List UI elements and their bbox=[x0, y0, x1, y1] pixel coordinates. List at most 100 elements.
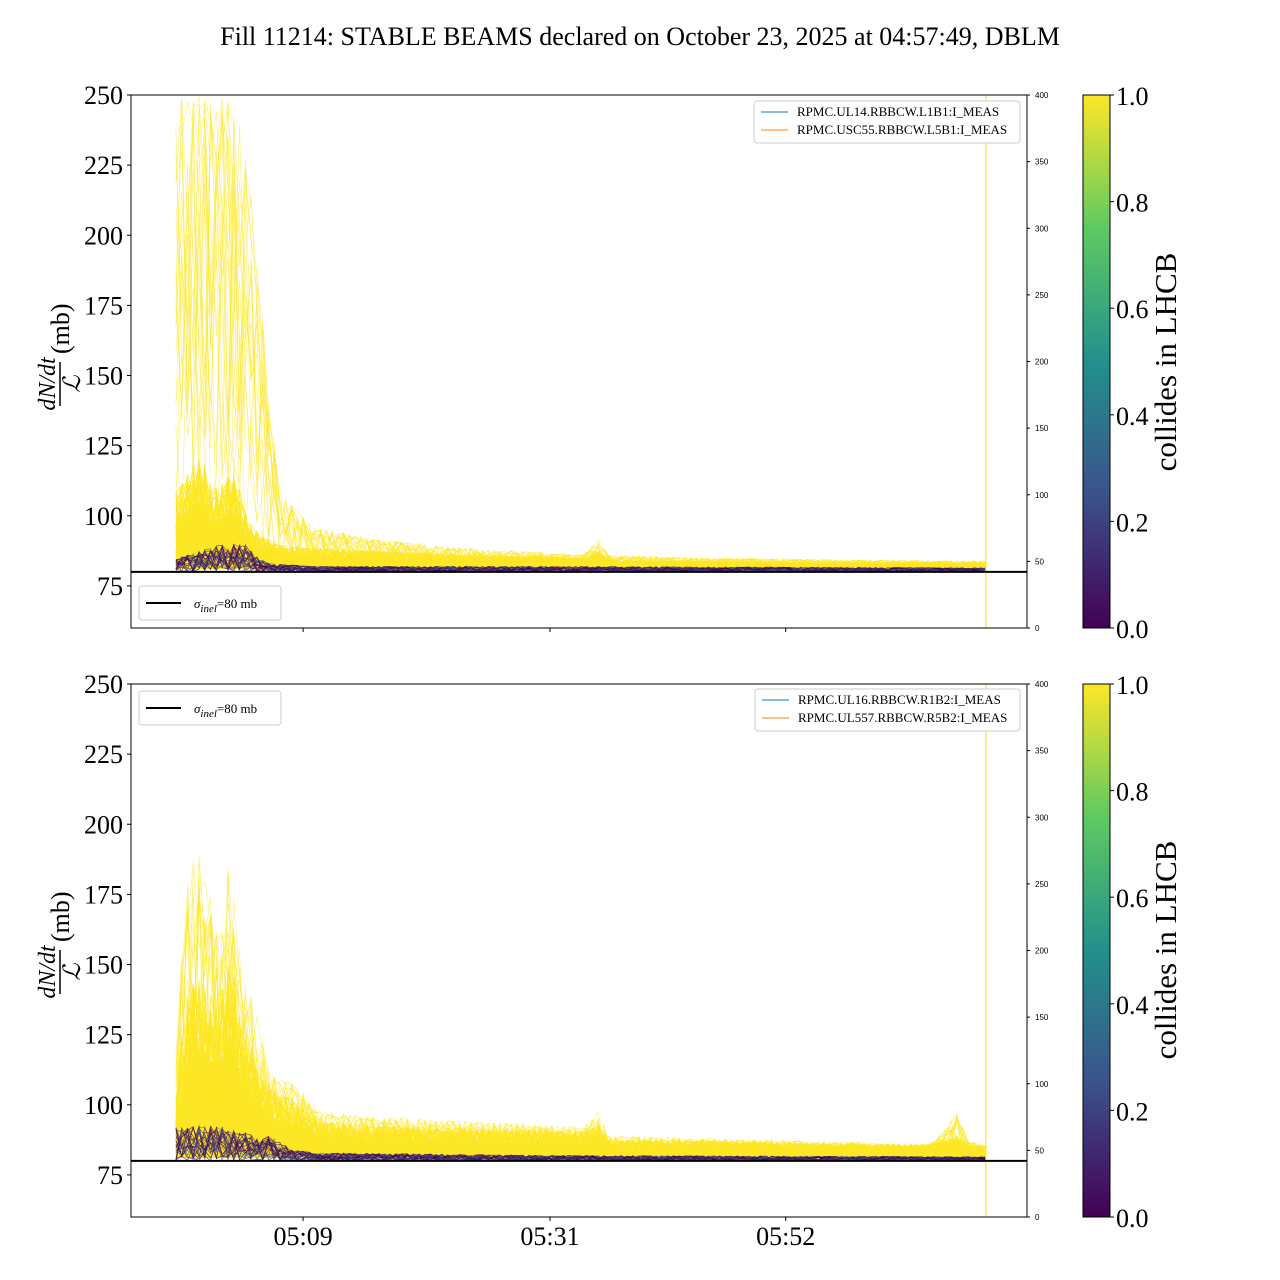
sigma-subscript: inel bbox=[200, 603, 217, 615]
y2-tick-label: 0 bbox=[1035, 1213, 1040, 1222]
noncolliding-trace bbox=[175, 552, 986, 573]
colorbar-tick-label: 0.6 bbox=[1116, 295, 1149, 324]
bottom-y-axis: 75 100 125 150 175 200 225 250 bbox=[84, 670, 131, 1190]
y2-tick-label: 400 bbox=[1035, 91, 1049, 100]
colorbar-gradient bbox=[1082, 94, 1111, 629]
ylabel-unit: (mb) bbox=[46, 303, 75, 354]
colorbar-tick-label: 1.0 bbox=[1116, 671, 1149, 700]
y2-tick-label: 350 bbox=[1035, 747, 1049, 756]
colorbar-tick-label: 0.6 bbox=[1116, 884, 1149, 913]
y2-tick-label: 200 bbox=[1035, 947, 1049, 956]
bottom-current-legend: RPMC.UL16.RBBCW.R1B2:I_MEAS RPMC.UL557.R… bbox=[754, 688, 1021, 732]
colorbar-gradient bbox=[1082, 683, 1111, 1218]
bottom-plot-area bbox=[131, 684, 1027, 1217]
colliding-trace bbox=[175, 95, 986, 568]
colorbar-tick-label: 0.2 bbox=[1116, 508, 1149, 537]
colorbar-ticks: 0.0 0.2 0.4 0.6 0.8 1.0 bbox=[1110, 82, 1149, 644]
colliding-trace bbox=[175, 112, 986, 570]
x-tick-label: 05:09 bbox=[273, 1222, 332, 1251]
bottom-x-axis: 05:09 05:31 05:52 bbox=[273, 1217, 815, 1251]
top-x-axis bbox=[302, 628, 787, 632]
colorbar-tick-label: 0.2 bbox=[1116, 1097, 1149, 1126]
top-y-axis: 75 100 125 150 175 200 225 250 bbox=[84, 81, 131, 601]
y-tick-label: 200 bbox=[84, 221, 123, 250]
colorbar-tick-label: 0.8 bbox=[1116, 778, 1149, 807]
y2-tick-label: 250 bbox=[1035, 291, 1049, 300]
colorbar-tick-label: 0.8 bbox=[1116, 189, 1149, 218]
y-tick-label: 150 bbox=[84, 362, 123, 391]
sigma-legend-text: =80 mb bbox=[217, 701, 257, 716]
y2-tick-label: 300 bbox=[1035, 224, 1049, 233]
colliding-trace bbox=[175, 131, 986, 570]
colliding-trace bbox=[175, 97, 986, 570]
colorbar-label: collides in LHCB bbox=[1148, 253, 1183, 472]
panel-bottom: 75 100 125 150 175 200 225 250 0 50 100 150 200 250 3… bbox=[35, 670, 1049, 1251]
y-tick-label: 175 bbox=[84, 291, 123, 320]
y2-tick-label: 0 bbox=[1035, 624, 1040, 633]
x-tick-label: 05:52 bbox=[756, 1222, 815, 1251]
colliding-trace bbox=[175, 99, 986, 569]
colorbar-tick-label: 0.4 bbox=[1116, 402, 1149, 431]
colliding-trace bbox=[175, 98, 986, 569]
y2-tick-label: 400 bbox=[1035, 680, 1049, 689]
y-tick-label: 250 bbox=[84, 670, 123, 699]
colliding-trace bbox=[175, 103, 986, 569]
ylabel-numerator: dN/dt bbox=[35, 356, 61, 411]
legend-current-2: RPMC.USC55.RBBCW.L5B1:I_MEAS bbox=[797, 122, 1007, 137]
y2-tick-label: 100 bbox=[1035, 491, 1049, 500]
y-tick-label: 150 bbox=[84, 951, 123, 980]
colliding-trace bbox=[175, 893, 987, 1159]
colliding-trace bbox=[175, 116, 987, 570]
y-tick-label: 100 bbox=[84, 502, 123, 531]
panel-top: 75 100 125 150 175 200 225 250 0 50 100 150 200 250 3… bbox=[35, 81, 1049, 633]
colorbar-tick-label: 0.0 bbox=[1116, 615, 1149, 644]
colorbar-top: 0.0 0.2 0.4 0.6 0.8 1.0 collides in LHCB bbox=[1082, 82, 1183, 644]
colliding-trace bbox=[175, 115, 986, 570]
y2-tick-label: 350 bbox=[1035, 158, 1049, 167]
bottom-y-label: dN/dt ℒ (mb) bbox=[35, 891, 86, 998]
colliding-trace bbox=[175, 121, 986, 570]
colorbar-tick-label: 1.0 bbox=[1116, 82, 1149, 111]
sigma-symbol: σ bbox=[194, 701, 201, 716]
y2-tick-label: 150 bbox=[1035, 424, 1049, 433]
y-tick-label: 75 bbox=[97, 572, 123, 601]
y2-tick-label: 300 bbox=[1035, 813, 1049, 822]
colorbar-ticks: 0.0 0.2 0.4 0.6 0.8 1.0 bbox=[1110, 671, 1149, 1233]
noncolliding-trace bbox=[175, 1125, 986, 1162]
colliding-trace bbox=[175, 103, 986, 569]
y-tick-label: 100 bbox=[84, 1091, 123, 1120]
y2-tick-label: 250 bbox=[1035, 880, 1049, 889]
svg-text:σinel=80 mb: σinel=80 mb bbox=[194, 596, 257, 615]
y2-tick-label: 200 bbox=[1035, 358, 1049, 367]
noncolliding-trace bbox=[175, 1131, 986, 1162]
x-tick-label: 05:31 bbox=[520, 1222, 579, 1251]
noncolliding-trace bbox=[175, 1126, 986, 1162]
y2-tick-label: 50 bbox=[1035, 1146, 1044, 1155]
colliding-trace bbox=[175, 109, 986, 570]
legend-current-2: RPMC.UL557.RBBCW.R5B2:I_MEAS bbox=[798, 710, 1007, 725]
top-current-legend: RPMC.UL14.RBBCW.L1B1:I_MEAS RPMC.USC55.R… bbox=[753, 100, 1021, 144]
colliding-trace bbox=[175, 116, 986, 569]
bottom-secondary-y-axis: 0 50 100 150 200 250 300 350 400 bbox=[1027, 680, 1049, 1222]
colliding-trace bbox=[175, 109, 986, 569]
svg-text:σinel=80 mb: σinel=80 mb bbox=[194, 701, 257, 720]
top-plot-area bbox=[131, 95, 1027, 628]
sigma-symbol: σ bbox=[194, 596, 201, 611]
colorbar-label: collides in LHCB bbox=[1148, 841, 1183, 1060]
colorbar-tick-label: 0.4 bbox=[1116, 991, 1149, 1020]
y2-tick-label: 150 bbox=[1035, 1013, 1049, 1022]
y-tick-label: 75 bbox=[97, 1161, 123, 1190]
colliding-trace bbox=[175, 109, 986, 570]
sigma-legend-text: =80 mb bbox=[217, 596, 257, 611]
figure-title: Fill 11214: STABLE BEAMS declared on Oct… bbox=[220, 22, 1060, 51]
bottom-reference-legend: σinel=80 mb bbox=[138, 690, 282, 726]
colliding-trace bbox=[175, 133, 986, 569]
y-tick-label: 175 bbox=[84, 880, 123, 909]
ylabel-denominator: ℒ bbox=[60, 375, 86, 393]
ylabel-unit: (mb) bbox=[46, 891, 75, 942]
legend-current-1: RPMC.UL16.RBBCW.R1B2:I_MEAS bbox=[798, 692, 1001, 707]
y-tick-label: 225 bbox=[84, 151, 123, 180]
colliding-trace bbox=[175, 935, 986, 1159]
colliding-trace bbox=[175, 97, 986, 569]
